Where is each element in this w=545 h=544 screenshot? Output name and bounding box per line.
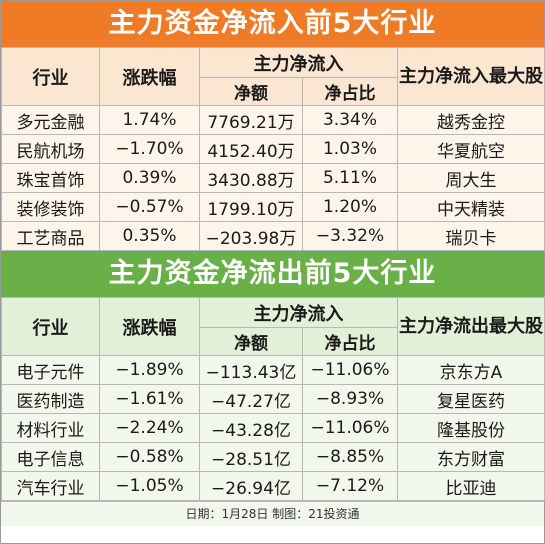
table-row: 汽车行业 −1.05% −26.94亿 −7.12% 比亚迪 — [1, 471, 545, 501]
cell-amount: −47.27亿 — [199, 384, 303, 414]
cell-industry: 装修装饰 — [1, 192, 100, 222]
header-top-stock: 主力净流出最大股 — [397, 297, 545, 356]
cell-ratio: 3.34% — [302, 105, 398, 135]
table-row: 工艺商品 0.35% −203.98万 −3.32% 瑞贝卡 — [1, 221, 545, 251]
table-row: 电子元件 −1.89% −113.43亿 −11.06% 京东方A — [1, 355, 545, 385]
cell-change: −2.24% — [99, 413, 200, 443]
cell-top-stock: 中天精装 — [397, 192, 545, 222]
footer-credit: 日期：1月28日 制图：21投资通 — [1, 501, 544, 526]
inflow-table: 行业 涨跌幅 主力净流入 主力净流入最大股 净额 净占比 多元金融 1.74% 77… — [1, 47, 545, 251]
cell-industry: 汽车行业 — [1, 471, 100, 501]
header-industry: 行业 — [1, 297, 100, 356]
header-ratio: 净占比 — [302, 327, 398, 356]
table-row: 多元金融 1.74% 7769.21万 3.34% 越秀金控 — [1, 105, 545, 135]
cell-amount: −28.51亿 — [199, 442, 303, 472]
cell-amount: 7769.21万 — [199, 105, 303, 135]
header-industry: 行业 — [1, 47, 100, 106]
table-row: 材料行业 −2.24% −43.28亿 −11.06% 隆基股份 — [1, 413, 545, 443]
cell-top-stock: 瑞贝卡 — [397, 221, 545, 251]
cell-industry: 珠宝首饰 — [1, 163, 100, 193]
cell-ratio: 5.11% — [302, 163, 398, 193]
inflow-title: 主力资金净流入前5大行业 — [1, 1, 544, 47]
cell-change: −1.89% — [99, 355, 200, 385]
outflow-title: 主力资金净流出前5大行业 — [1, 251, 544, 297]
cell-ratio: −8.93% — [302, 384, 398, 414]
table-row: 电子信息 −0.58% −28.51亿 −8.85% 东方财富 — [1, 442, 545, 472]
cell-change: −1.05% — [99, 471, 200, 501]
cell-amount: −43.28亿 — [199, 413, 303, 443]
cell-amount: −203.98万 — [199, 221, 303, 251]
cell-amount: 1799.10万 — [199, 192, 303, 222]
header-change: 涨跌幅 — [99, 47, 200, 106]
cell-change: 0.39% — [99, 163, 200, 193]
cell-industry: 材料行业 — [1, 413, 100, 443]
header-ratio: 净占比 — [302, 77, 398, 106]
cell-amount: 3430.88万 — [199, 163, 303, 193]
cell-ratio: −3.32% — [302, 221, 398, 251]
cell-top-stock: 东方财富 — [397, 442, 545, 472]
table-row: 民航机场 −1.70% 4152.40万 1.03% 华夏航空 — [1, 134, 545, 164]
cell-ratio: −11.06% — [302, 355, 398, 385]
cell-change: 1.74% — [99, 105, 200, 135]
cell-top-stock: 复星医药 — [397, 384, 545, 414]
header-amount: 净额 — [199, 327, 303, 356]
cell-industry: 多元金融 — [1, 105, 100, 135]
cell-top-stock: 华夏航空 — [397, 134, 545, 164]
cell-amount: −113.43亿 — [199, 355, 303, 385]
cell-amount: −26.94亿 — [199, 471, 303, 501]
cell-top-stock: 周大生 — [397, 163, 545, 193]
cell-change: −0.58% — [99, 442, 200, 472]
table-row: 装修装饰 −0.57% 1799.10万 1.20% 中天精装 — [1, 192, 545, 222]
cell-top-stock: 隆基股份 — [397, 413, 545, 443]
cell-top-stock: 比亚迪 — [397, 471, 545, 501]
cell-change: 0.35% — [99, 221, 200, 251]
table-row: 珠宝首饰 0.39% 3430.88万 5.11% 周大生 — [1, 163, 545, 193]
cell-ratio: −7.12% — [302, 471, 398, 501]
table-row: 医药制造 −1.61% −47.27亿 −8.93% 复星医药 — [1, 384, 545, 414]
cell-industry: 工艺商品 — [1, 221, 100, 251]
header-netflow: 主力净流入 — [199, 297, 398, 328]
cell-top-stock: 越秀金控 — [397, 105, 545, 135]
cell-industry: 民航机场 — [1, 134, 100, 164]
header-change: 涨跌幅 — [99, 297, 200, 356]
header-amount: 净额 — [199, 77, 303, 106]
cell-industry: 电子信息 — [1, 442, 100, 472]
cell-change: −0.57% — [99, 192, 200, 222]
header-netflow: 主力净流入 — [199, 47, 398, 78]
cell-change: −1.61% — [99, 384, 200, 414]
cell-top-stock: 京东方A — [397, 355, 545, 385]
header-top-stock: 主力净流入最大股 — [397, 47, 545, 106]
cell-industry: 电子元件 — [1, 355, 100, 385]
outflow-table: 行业 涨跌幅 主力净流入 主力净流出最大股 净额 净占比 电子元件 −1.89% −… — [1, 297, 545, 501]
cell-ratio: 1.03% — [302, 134, 398, 164]
cell-change: −1.70% — [99, 134, 200, 164]
cell-amount: 4152.40万 — [199, 134, 303, 164]
cell-ratio: 1.20% — [302, 192, 398, 222]
cell-industry: 医药制造 — [1, 384, 100, 414]
cell-ratio: −8.85% — [302, 442, 398, 472]
cell-ratio: −11.06% — [302, 413, 398, 443]
